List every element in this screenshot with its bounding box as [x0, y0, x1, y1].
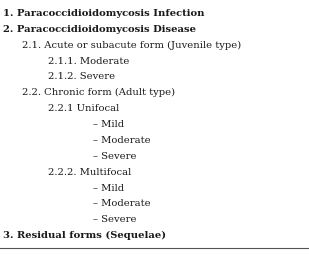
Text: 2.2.1 Unifocal: 2.2.1 Unifocal — [48, 104, 119, 113]
Text: 1. Paracoccidioidomycosis Infection: 1. Paracoccidioidomycosis Infection — [3, 9, 205, 18]
Text: 2.1.1. Moderate: 2.1.1. Moderate — [48, 57, 129, 66]
Text: – Moderate: – Moderate — [93, 136, 150, 145]
Text: 2.1.2. Severe: 2.1.2. Severe — [48, 72, 115, 81]
Text: – Severe: – Severe — [93, 215, 136, 224]
Text: 2.2. Chronic form (Adult type): 2.2. Chronic form (Adult type) — [22, 88, 175, 97]
Text: – Mild: – Mild — [93, 184, 124, 193]
Text: – Severe: – Severe — [93, 152, 136, 161]
Text: – Moderate: – Moderate — [93, 199, 150, 208]
Text: 3. Residual forms (Sequelae): 3. Residual forms (Sequelae) — [3, 231, 166, 240]
Text: 2. Paracoccidioidomycosis Disease: 2. Paracoccidioidomycosis Disease — [3, 25, 196, 34]
Text: – Mild: – Mild — [93, 120, 124, 129]
Text: 2.2.2. Multifocal: 2.2.2. Multifocal — [48, 168, 131, 177]
Text: 2.1. Acute or subacute form (Juvenile type): 2.1. Acute or subacute form (Juvenile ty… — [22, 41, 241, 50]
